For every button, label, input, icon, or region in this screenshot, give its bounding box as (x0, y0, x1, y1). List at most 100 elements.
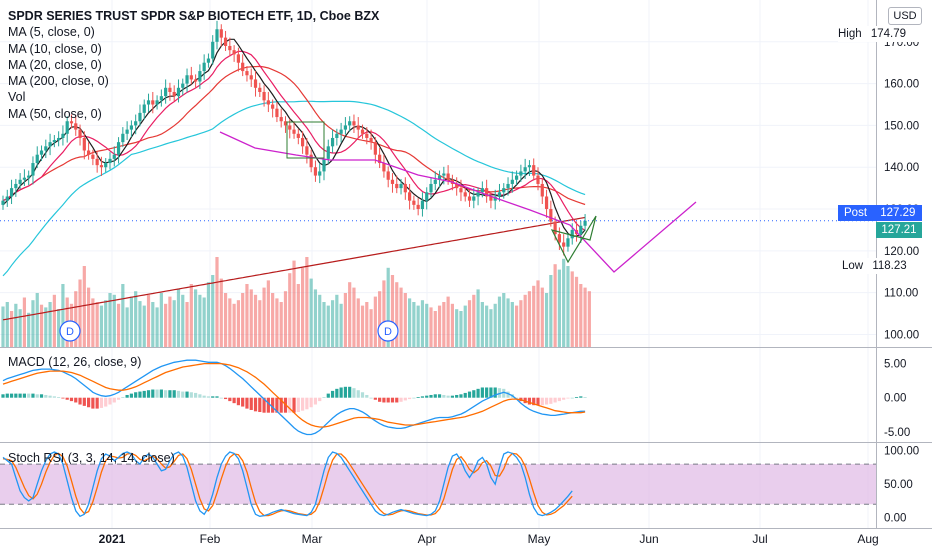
volume-bar (472, 294, 476, 347)
volume-bar (138, 301, 142, 347)
volume-bar (540, 287, 544, 347)
legend-vol[interactable]: Vol (8, 90, 26, 105)
volume-bar (386, 267, 390, 347)
volume-bar (532, 285, 536, 347)
volume-bar (510, 302, 514, 347)
stoch-tick-label: 50.00 (884, 479, 913, 491)
legend-ma5[interactable]: MA (5, close, 0) (8, 25, 95, 40)
legend-ma200[interactable]: MA (200, close, 0) (8, 74, 109, 89)
candle-body (420, 200, 425, 210)
macd-histogram-bar (31, 393, 35, 398)
macd-histogram-bar (48, 395, 52, 398)
legend-ma50[interactable]: MA (50, close, 0) (8, 106, 102, 121)
candle-body (515, 175, 519, 180)
volume-bar (39, 304, 44, 347)
candle-body (194, 79, 198, 82)
macd-histogram-bar (532, 397, 536, 406)
macd-label[interactable]: MACD (12, 26, close, 9) (8, 355, 142, 369)
volume-bar (44, 307, 48, 347)
macd-histogram-bar (146, 390, 151, 398)
candle-body (544, 196, 549, 210)
time-tick-label: Mar (302, 532, 323, 546)
candle-body (112, 154, 116, 159)
candle-body (129, 125, 133, 130)
stoch-label[interactable]: Stoch RSI (3, 3, 14, 14, close) (8, 451, 175, 465)
candle-body (412, 200, 416, 205)
macd-histogram-bar (151, 389, 155, 398)
candle-body (403, 183, 407, 193)
low-label: Low (842, 260, 864, 272)
ma200-line (2, 216, 586, 321)
legend-ma10[interactable]: MA (10, close, 0) (8, 41, 102, 56)
volume-bar (455, 309, 459, 347)
candle-body (283, 121, 288, 126)
candle-body (540, 183, 544, 197)
candle-body (138, 112, 142, 122)
stoch-tick-label: 100.00 (884, 446, 919, 458)
macd-histogram-bar (356, 390, 360, 398)
candle-body (1, 200, 5, 205)
macd-histogram-bar (95, 397, 99, 409)
macd-histogram-bar (450, 395, 454, 398)
volume-bar (292, 260, 296, 347)
macd-histogram-bar (416, 397, 420, 398)
price-tick-label: 160.00 (884, 79, 919, 91)
candle-body (335, 133, 339, 138)
candle-body (429, 183, 433, 193)
macd-histogram-bar (476, 388, 480, 398)
macd-histogram-bar (91, 397, 95, 409)
candle-body (313, 167, 318, 176)
volume-bar (104, 300, 108, 347)
volume-bar (211, 275, 215, 347)
macd-histogram-bar (425, 395, 429, 398)
macd-histogram-bar (241, 397, 245, 407)
macd-histogram-bar (318, 397, 322, 402)
projection-zigzag (219, 131, 697, 273)
candle-body (241, 62, 245, 72)
macd-histogram-bar (236, 397, 240, 406)
candle-body (39, 150, 44, 155)
candle-body (151, 100, 155, 105)
currency-button[interactable]: USD (888, 7, 922, 25)
candle-body (579, 225, 583, 235)
time-tick-label: 2021 (99, 532, 126, 546)
post-badge: Post 127.29 (838, 205, 922, 221)
volume-bar (241, 293, 245, 347)
volume-bar (305, 257, 309, 347)
macd-histogram-bar (155, 389, 159, 398)
macd-histogram-bar (502, 388, 506, 398)
legend-ma20[interactable]: MA (20, close, 0) (8, 57, 102, 72)
time-tick-label: May (528, 532, 551, 546)
volume-bar (502, 293, 506, 347)
macd-histogram-bar (258, 397, 262, 413)
volume-bar (116, 303, 121, 347)
volume-bar (429, 307, 433, 347)
volume-bar (125, 307, 129, 347)
candle-body (536, 175, 540, 184)
macd-histogram-bar (129, 393, 133, 398)
macd-histogram-bar (125, 394, 129, 398)
candle-body (373, 142, 377, 155)
candle-body (275, 108, 279, 118)
volume-bar (22, 297, 26, 347)
volume-bar (271, 293, 275, 347)
candle-body (69, 121, 74, 124)
macd-histogram-bar (211, 396, 215, 398)
volume-bar (352, 287, 356, 347)
volume-bar (134, 291, 138, 347)
candle-body (442, 173, 446, 176)
macd-histogram-bar (301, 397, 305, 411)
dividend-marker-label: D (384, 326, 392, 338)
macd-tick-label: 5.00 (884, 359, 906, 371)
macd-histogram-bar (245, 397, 249, 409)
candle-body (446, 173, 450, 180)
volume-bar (365, 302, 369, 347)
volume-bar (476, 289, 480, 347)
volume-bar (262, 287, 266, 347)
candle-body (18, 179, 22, 184)
candle-body (168, 87, 172, 92)
price-tick-label: 120.00 (884, 246, 919, 258)
macd-histogram-bar (176, 390, 181, 398)
volume-bar (194, 289, 198, 347)
